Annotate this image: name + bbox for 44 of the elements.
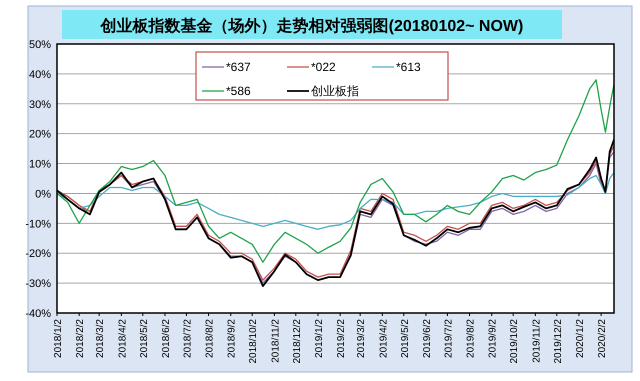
x-tick-label: 2018/5/2 [138, 318, 150, 358]
x-tick-label: 2018/3/2 [95, 318, 106, 358]
x-tick-label: 2019/6/2 [422, 318, 433, 358]
x-tick-label: 2019/11/2 [531, 318, 542, 363]
chart-title: 创业板指数基金（场外）走势相对强弱图(20180102~ NOW) [100, 17, 524, 35]
x-tick-label: 2019/5/2 [400, 318, 411, 358]
x-tick-label: 2018/8/2 [204, 318, 216, 358]
x-tick-label: 2018/6/2 [160, 318, 172, 358]
legend-label: 创业板指 [311, 84, 359, 98]
y-tick-label: 50% [28, 39, 52, 51]
x-tick-label: 2019/7/2 [443, 318, 454, 358]
x-tick-label: 2018/12/2 [292, 318, 303, 364]
x-tick-label: 2019/4/2 [378, 318, 390, 358]
y-tick-label: 0% [35, 188, 52, 200]
x-tick-label: 2018/10/2 [248, 318, 260, 364]
y-tick-label: -10% [25, 218, 52, 230]
x-tick-label: 2019/8/2 [466, 318, 477, 358]
y-tick-label: 10% [28, 158, 52, 171]
y-tick-label: -30% [25, 278, 52, 290]
x-tick-label: 2019/10/2 [509, 318, 520, 364]
legend-label: *022 [311, 60, 336, 74]
line-series [57, 172, 614, 230]
legend-label: *613 [396, 60, 422, 74]
x-tick-label: 2018/7/2 [182, 318, 194, 358]
legend-label: *586 [226, 84, 252, 98]
y-tick-label: 40% [28, 68, 52, 81]
line-series [57, 79, 614, 263]
x-tick-label: 2018/2/2 [75, 318, 86, 358]
x-tick-label: 2020/2/2 [597, 318, 608, 358]
x-tick-label: 2020/1/2 [574, 318, 586, 358]
y-tick-label: -20% [25, 248, 52, 260]
x-tick-label: 2018/4/2 [117, 318, 128, 358]
x-tick-label: 2018/11/2 [270, 318, 282, 363]
x-tick-label: 2019/2/2 [336, 318, 348, 358]
x-tick-label: 2019/3/2 [356, 318, 368, 358]
y-tick-label: -40% [25, 308, 52, 320]
x-tick-label: 2019/12/2 [552, 318, 564, 364]
y-tick-label: 20% [28, 128, 52, 141]
x-tick-label: 2018/1/2 [53, 318, 64, 358]
y-tick-label: 30% [28, 98, 52, 111]
x-tick-label: 2019/9/2 [488, 318, 499, 358]
x-tick-label: 2019/1/2 [314, 318, 325, 358]
x-tick-label: 2018/9/2 [226, 318, 238, 358]
legend-label: *637 [226, 60, 252, 74]
